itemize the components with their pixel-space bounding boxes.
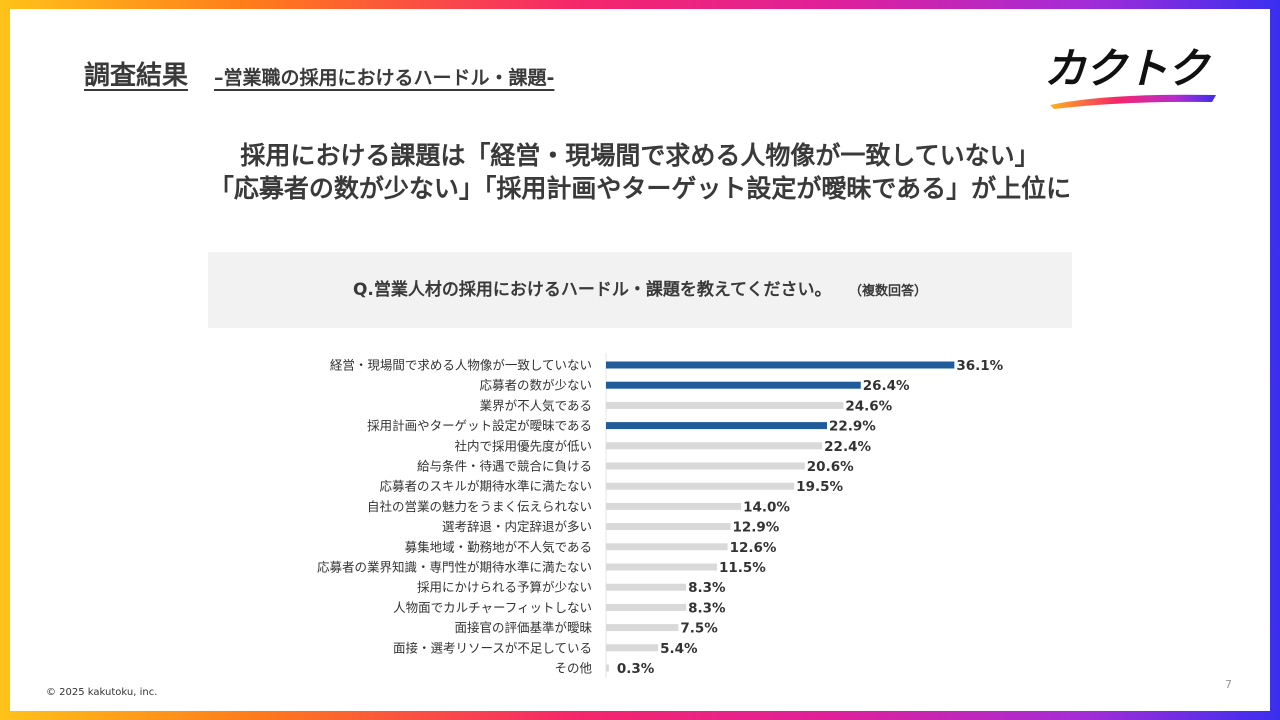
category-label: 社内で採用優先度が低い bbox=[454, 438, 592, 453]
question-box: Q.営業人材の採用におけるハードル・課題を教えてください。 （複数回答） bbox=[208, 252, 1072, 328]
slide: 調査結果 –営業職の採用におけるハードル・課題- カクトク 採用における課題は「経… bbox=[10, 9, 1270, 711]
bar bbox=[606, 462, 805, 470]
value-label: 8.3% bbox=[688, 580, 726, 596]
category-label: 募集地域・勤務地が不人気である bbox=[405, 539, 592, 554]
bar bbox=[606, 603, 687, 611]
value-label: 20.6% bbox=[807, 459, 854, 475]
value-label: 12.6% bbox=[730, 540, 777, 556]
headline: 採用における課題は「経営・現場間で求める人物像が一致していない」 「応募者の数が… bbox=[10, 139, 1270, 205]
category-label: 面接官の評価基準が曖昧 bbox=[454, 620, 592, 635]
page-title: 調査結果 –営業職の採用におけるハードル・課題- bbox=[84, 55, 554, 92]
value-label: 8.3% bbox=[688, 600, 726, 616]
bar bbox=[606, 381, 861, 389]
bar bbox=[606, 523, 731, 531]
value-label: 0.3% bbox=[617, 661, 655, 677]
subtitle-text: –営業職の採用におけるハードル・課題- bbox=[214, 67, 555, 89]
question-note: （複数回答） bbox=[855, 284, 928, 299]
category-label: 給与条件・待遇で競合に負ける bbox=[417, 459, 592, 474]
category-label: 選考辞退・内定辞退が多い bbox=[442, 519, 592, 534]
bar bbox=[606, 563, 717, 571]
value-label: 19.5% bbox=[796, 479, 843, 495]
kakutoku-logo: カクトク bbox=[1040, 37, 1240, 117]
category-label: 応募者の数が少ない bbox=[479, 378, 592, 393]
bar bbox=[606, 583, 687, 591]
bar bbox=[606, 624, 679, 632]
page-number: 7 bbox=[1225, 678, 1232, 691]
category-label: その他 bbox=[554, 661, 592, 676]
headline-line-1: 採用における課題は「経営・現場間で求める人物像が一致していない」 bbox=[240, 141, 1040, 170]
category-label: 人物面でカルチャーフィットしない bbox=[393, 600, 592, 615]
bar bbox=[606, 361, 955, 369]
value-label: 7.5% bbox=[680, 621, 718, 637]
value-label: 22.9% bbox=[829, 419, 876, 435]
bar bbox=[606, 502, 742, 510]
category-label: 採用にかけられる予算が少ない bbox=[417, 580, 592, 595]
category-label: 応募者のスキルが期待水準に満たない bbox=[379, 479, 592, 494]
value-label: 24.6% bbox=[845, 398, 892, 414]
category-label: 経営・現場間で求める人物像が一致していない bbox=[330, 358, 592, 373]
category-label: 業界が不人気である bbox=[480, 398, 592, 413]
logo-swoosh-icon bbox=[1050, 94, 1216, 109]
value-label: 5.4% bbox=[660, 641, 698, 657]
category-label: 自社の営業の魅力をうまく伝えられない bbox=[367, 499, 592, 514]
copyright: © 2025 kakutoku, inc. bbox=[46, 687, 158, 698]
value-label: 22.4% bbox=[824, 439, 871, 455]
bar bbox=[606, 442, 823, 450]
value-label: 14.0% bbox=[743, 499, 790, 515]
bar bbox=[606, 401, 844, 409]
category-label: 採用計画やターゲット設定が曖昧である bbox=[367, 418, 592, 433]
headline-line-2: 「応募者の数が少ない」「採用計画やターゲット設定が曖昧である」が上位に bbox=[208, 174, 1072, 203]
question-text: Q.営業人材の採用におけるハードル・課題を教えてください。 bbox=[352, 280, 832, 300]
bar bbox=[606, 644, 659, 652]
category-label: 応募者の業界知識・専門性が期待水準に満たない bbox=[317, 560, 592, 575]
value-label: 36.1% bbox=[956, 358, 1003, 374]
bar bbox=[606, 482, 795, 490]
logo-wordmark: カクトク bbox=[1044, 44, 1209, 93]
bar bbox=[606, 543, 728, 551]
bar-chart: 経営・現場間で求める人物像が一致していない 36.1% 応募者の数が少ない 26.4%… bbox=[317, 353, 1004, 678]
value-label: 26.4% bbox=[863, 378, 910, 394]
title-text: 調査結果 bbox=[84, 61, 189, 91]
bar bbox=[606, 664, 609, 672]
bar bbox=[606, 422, 827, 430]
value-label: 12.9% bbox=[732, 520, 779, 536]
category-label: 面接・選考リソースが不足している bbox=[393, 640, 592, 655]
value-label: 11.5% bbox=[719, 560, 766, 576]
